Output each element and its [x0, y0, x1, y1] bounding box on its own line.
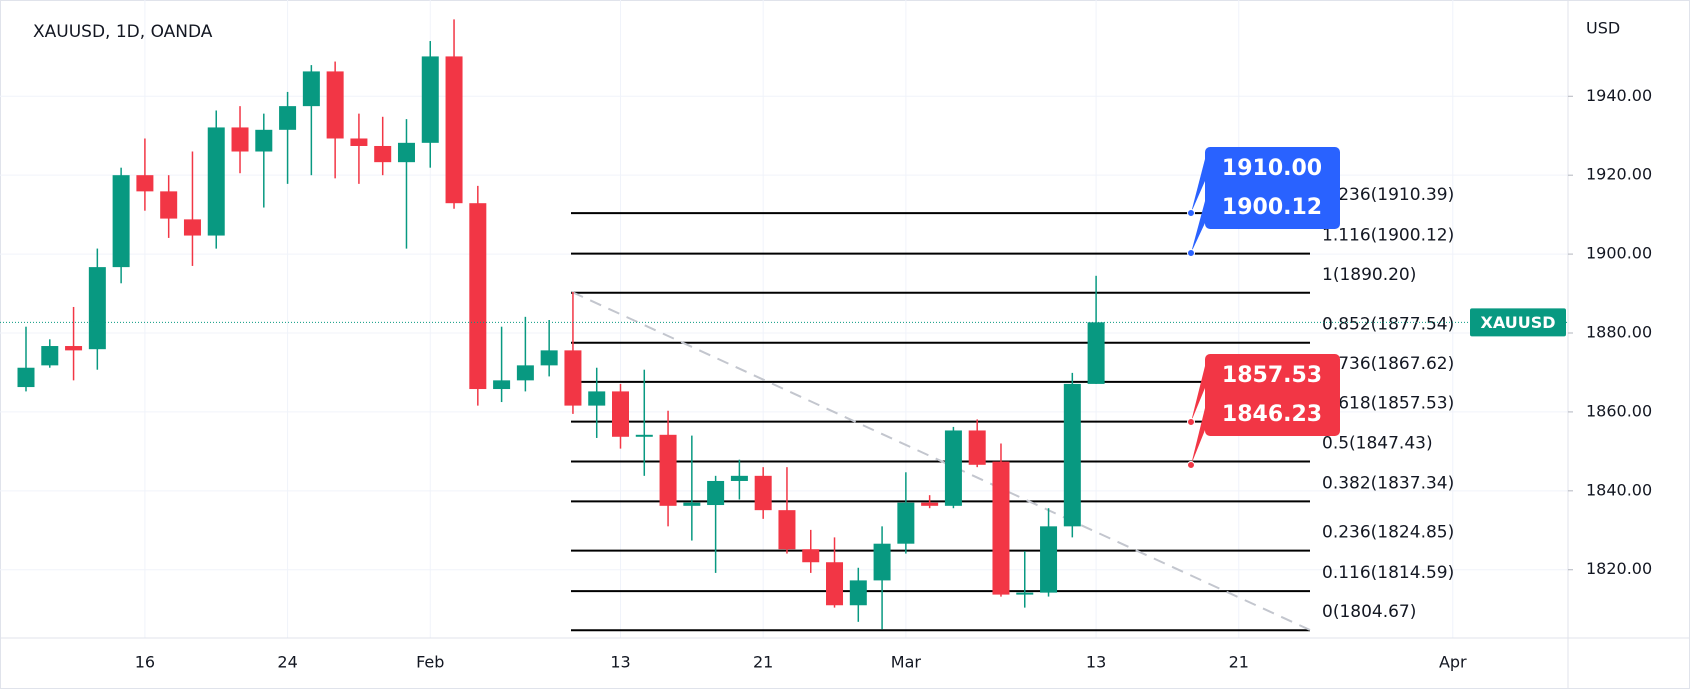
candle-body — [397, 142, 415, 163]
callout-pointer — [1191, 366, 1205, 422]
callout-anchor — [1187, 209, 1195, 217]
callout-box — [1205, 147, 1340, 229]
callout-layer: 1910.00 1900.12 1857.53 1846.23 — [1187, 147, 1340, 469]
fib-level-label: 0.116(1814.59) — [1322, 563, 1454, 583]
candle-body — [136, 175, 154, 192]
candle-body — [516, 365, 534, 381]
candle-body — [659, 434, 677, 506]
x-tick-label: 13 — [1086, 653, 1106, 672]
candle-body — [540, 350, 558, 366]
candle-body — [826, 562, 844, 606]
x-tick-label: Feb — [416, 653, 444, 672]
candle-body — [469, 203, 487, 390]
symbol-tag: XAUUSD — [1480, 313, 1555, 332]
x-tick-label: Apr — [1439, 653, 1467, 672]
fib-level-label: 0.736(1867.62) — [1322, 354, 1454, 374]
y-axis-label: USD — [1586, 19, 1620, 38]
candle-body — [17, 367, 35, 388]
callout-anchor — [1187, 249, 1195, 257]
candle-body — [921, 502, 939, 506]
candle-body — [421, 56, 439, 143]
x-tick-label: Mar — [891, 653, 922, 672]
callout-label: 1910.00 — [1222, 156, 1322, 181]
candle-body — [41, 346, 59, 366]
callout-pointer — [1191, 408, 1205, 465]
candle-body — [683, 502, 701, 506]
y-tick-label: 1840.00 — [1586, 480, 1652, 499]
callout-box — [1205, 354, 1340, 436]
fib-level-label: 0(1804.67) — [1322, 602, 1416, 622]
candle-body — [707, 480, 725, 506]
callout-label: 1857.53 — [1222, 363, 1322, 388]
candle-body — [112, 175, 130, 268]
fib-level-label: 0.236(1824.85) — [1322, 523, 1454, 543]
candle-body — [802, 549, 820, 563]
candle-layer — [0, 19, 1568, 630]
candle-body — [873, 543, 891, 581]
fib-level-label: 1.116(1900.12) — [1322, 226, 1454, 246]
candle-body — [183, 219, 201, 236]
x-tick-label: 21 — [753, 653, 773, 672]
candle-body — [968, 430, 986, 465]
fib-level-label: 0.5(1847.43) — [1322, 434, 1433, 454]
y-tick-label: 1860.00 — [1586, 401, 1652, 420]
candle-body — [588, 391, 606, 406]
callout-anchor — [1187, 418, 1195, 426]
candle-body — [992, 461, 1010, 595]
candle-body — [754, 475, 772, 511]
candle-body — [88, 267, 106, 350]
x-tick-label: 13 — [610, 653, 630, 672]
candle-body — [65, 346, 83, 351]
y-tick-label: 1920.00 — [1586, 165, 1652, 184]
candle-body — [374, 145, 392, 163]
candle-body — [612, 391, 629, 437]
candle-body — [564, 350, 582, 406]
candle-body — [255, 129, 273, 152]
y-tick-label: 1880.00 — [1586, 323, 1652, 342]
candle-body — [302, 71, 320, 107]
candle-body — [1040, 526, 1058, 593]
fib-level-label: 0.852(1877.54) — [1322, 315, 1454, 335]
candle-body — [350, 138, 368, 146]
callout-anchor — [1187, 461, 1195, 469]
fib-layer: 1.236(1910.39) 1.116(1900.12) 1(1890.20) 0.… — [571, 185, 1454, 632]
candle-body — [1016, 592, 1034, 595]
candle-body — [1087, 322, 1105, 384]
candle-body — [778, 510, 796, 550]
fib-level-label: 1(1890.20) — [1322, 265, 1416, 285]
candle-body — [279, 106, 297, 130]
candle-body — [160, 191, 178, 219]
candle-body — [944, 430, 962, 506]
callout-label: 1900.12 — [1222, 195, 1322, 220]
x-tick-label: 21 — [1229, 653, 1249, 672]
y-tick-label: 1820.00 — [1586, 559, 1652, 578]
candle-body — [231, 127, 249, 152]
x-tick-label: 24 — [277, 653, 297, 672]
candle-body — [897, 502, 915, 544]
fib-level-label: 0.618(1857.53) — [1322, 394, 1454, 414]
y-tick-label: 1940.00 — [1586, 86, 1652, 105]
x-tick-label: 16 — [135, 653, 155, 672]
candle-body — [326, 71, 344, 139]
candle-body — [207, 127, 225, 236]
candle-body — [493, 380, 511, 390]
callout-label: 1846.23 — [1222, 402, 1322, 427]
candle-body — [1063, 383, 1081, 527]
callout-pointer — [1191, 159, 1205, 213]
symbol-tag-box — [1470, 308, 1566, 337]
candle-body — [635, 434, 653, 437]
candle-body — [730, 475, 748, 481]
y-tick-label: 1900.00 — [1586, 244, 1652, 263]
fib-level-label: 0.382(1837.34) — [1322, 473, 1454, 493]
fib-level-label: 1.236(1910.39) — [1322, 185, 1454, 205]
axis-layer: 1820.00 1840.00 1860.00 1880.00 1900.00 1920.… — [135, 86, 1652, 672]
chart-title: XAUUSD, 1D, OANDA — [33, 22, 213, 42]
trend-line — [571, 291, 1311, 631]
candle-body — [849, 580, 867, 606]
candle-body — [445, 56, 463, 204]
callout-pointer — [1191, 201, 1205, 253]
